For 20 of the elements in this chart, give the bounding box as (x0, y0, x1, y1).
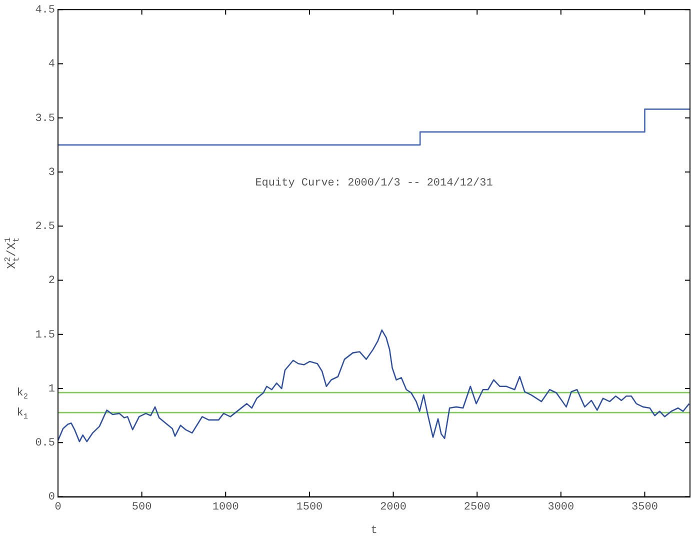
annotation: Equity Curve: 2000/1/3 -- 2014/12/31 (255, 177, 494, 190)
y-tick-label: 1.5 (35, 329, 55, 342)
y-tick-label: 4 (48, 58, 56, 71)
x-tick-label: 1500 (296, 501, 323, 514)
x-tick-label: 1000 (212, 501, 239, 514)
x-tick-label: 2000 (380, 501, 406, 514)
y-tick-label: 2.5 (35, 221, 55, 234)
x-axis-title: t (370, 524, 378, 537)
x-tick-label: 3500 (632, 501, 658, 514)
x-tick-label: 500 (132, 501, 152, 514)
y-axis-title: Xt2/Xt1 (3, 237, 22, 270)
y-tick-label: 4.5 (35, 4, 55, 17)
y-tick-label: 1 (48, 383, 56, 396)
y-tick-label: 0.5 (35, 438, 55, 450)
y-tick-label: 3.5 (35, 112, 55, 125)
y-tick-label: 2 (48, 275, 55, 288)
x-tick-label: 2500 (464, 501, 490, 514)
y-tick-label: 0 (48, 492, 55, 504)
x-tick-label: 3000 (548, 501, 574, 514)
y-tick-label: 3 (48, 166, 55, 179)
